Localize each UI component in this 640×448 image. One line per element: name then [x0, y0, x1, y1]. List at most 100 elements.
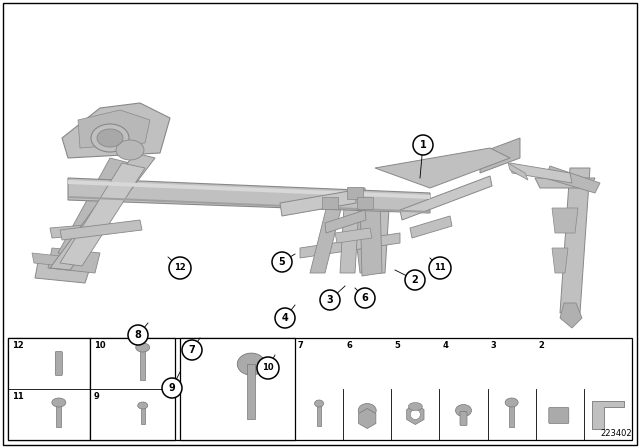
Ellipse shape [408, 402, 422, 410]
Polygon shape [510, 163, 572, 183]
Text: 11: 11 [434, 263, 446, 272]
Polygon shape [560, 168, 590, 313]
Polygon shape [68, 196, 430, 213]
Circle shape [169, 257, 191, 279]
Text: 3: 3 [326, 295, 333, 305]
Polygon shape [325, 210, 366, 233]
Circle shape [128, 325, 148, 345]
Circle shape [275, 308, 295, 328]
Polygon shape [347, 187, 363, 199]
Ellipse shape [116, 140, 144, 160]
Text: 8: 8 [184, 341, 189, 350]
Polygon shape [370, 193, 390, 273]
Text: 1: 1 [420, 140, 426, 150]
Circle shape [162, 378, 182, 398]
FancyBboxPatch shape [90, 338, 175, 440]
Text: 10: 10 [262, 363, 274, 372]
Circle shape [355, 288, 375, 308]
Text: 10: 10 [94, 341, 106, 350]
FancyBboxPatch shape [247, 364, 255, 419]
Text: 8: 8 [134, 330, 141, 340]
FancyBboxPatch shape [509, 402, 514, 426]
Polygon shape [360, 196, 382, 276]
Polygon shape [552, 208, 578, 233]
Polygon shape [592, 401, 624, 428]
Circle shape [410, 409, 420, 419]
Ellipse shape [237, 353, 266, 375]
Polygon shape [545, 166, 600, 193]
FancyBboxPatch shape [8, 338, 90, 440]
Text: 9: 9 [94, 392, 100, 401]
Ellipse shape [315, 400, 324, 407]
Ellipse shape [52, 398, 66, 407]
Circle shape [182, 340, 202, 360]
FancyBboxPatch shape [180, 338, 295, 440]
Polygon shape [310, 193, 345, 273]
Ellipse shape [136, 343, 150, 352]
Text: 4: 4 [442, 341, 448, 350]
Ellipse shape [97, 129, 123, 147]
Polygon shape [535, 178, 595, 188]
FancyBboxPatch shape [56, 402, 61, 426]
Text: 5: 5 [394, 341, 400, 350]
Polygon shape [35, 262, 90, 283]
Polygon shape [335, 228, 372, 243]
Polygon shape [560, 303, 582, 328]
Text: 9: 9 [168, 383, 175, 393]
FancyBboxPatch shape [8, 338, 632, 440]
Polygon shape [62, 103, 170, 158]
Circle shape [429, 257, 451, 279]
Ellipse shape [91, 124, 129, 152]
Ellipse shape [505, 398, 518, 407]
FancyBboxPatch shape [460, 412, 467, 426]
Text: 12: 12 [174, 263, 186, 272]
Text: 3: 3 [491, 341, 497, 350]
Ellipse shape [138, 402, 148, 409]
FancyBboxPatch shape [317, 404, 321, 426]
Text: 7: 7 [189, 345, 195, 355]
Polygon shape [400, 176, 492, 220]
Polygon shape [68, 178, 430, 213]
FancyBboxPatch shape [55, 352, 62, 375]
Polygon shape [340, 190, 360, 273]
Polygon shape [58, 158, 130, 256]
Polygon shape [480, 138, 520, 173]
Circle shape [320, 290, 340, 310]
Polygon shape [60, 163, 145, 266]
Polygon shape [68, 180, 430, 199]
Text: 11: 11 [12, 392, 24, 401]
Text: 5: 5 [278, 257, 285, 267]
Text: 223402: 223402 [600, 429, 632, 438]
Polygon shape [280, 190, 356, 216]
Polygon shape [60, 220, 142, 240]
Polygon shape [357, 197, 373, 209]
Text: 6: 6 [346, 341, 352, 350]
Circle shape [257, 357, 279, 379]
Polygon shape [32, 253, 62, 266]
Polygon shape [50, 223, 112, 238]
FancyBboxPatch shape [548, 408, 569, 423]
Ellipse shape [456, 405, 472, 417]
Polygon shape [78, 110, 150, 148]
Polygon shape [50, 153, 155, 270]
Polygon shape [375, 148, 510, 188]
Text: 2: 2 [539, 341, 545, 350]
FancyBboxPatch shape [140, 348, 145, 379]
Text: 7: 7 [298, 341, 304, 350]
Circle shape [413, 135, 433, 155]
Text: 4: 4 [282, 313, 289, 323]
Circle shape [272, 252, 292, 272]
Circle shape [405, 270, 425, 290]
Polygon shape [48, 248, 100, 273]
Polygon shape [410, 216, 452, 238]
FancyBboxPatch shape [141, 405, 145, 423]
Text: 12: 12 [12, 341, 24, 350]
Polygon shape [508, 163, 528, 180]
Polygon shape [552, 248, 568, 273]
Ellipse shape [358, 404, 376, 418]
Polygon shape [300, 233, 400, 258]
Text: 6: 6 [362, 293, 369, 303]
Polygon shape [322, 197, 338, 209]
Text: 2: 2 [412, 275, 419, 285]
Polygon shape [350, 188, 375, 273]
